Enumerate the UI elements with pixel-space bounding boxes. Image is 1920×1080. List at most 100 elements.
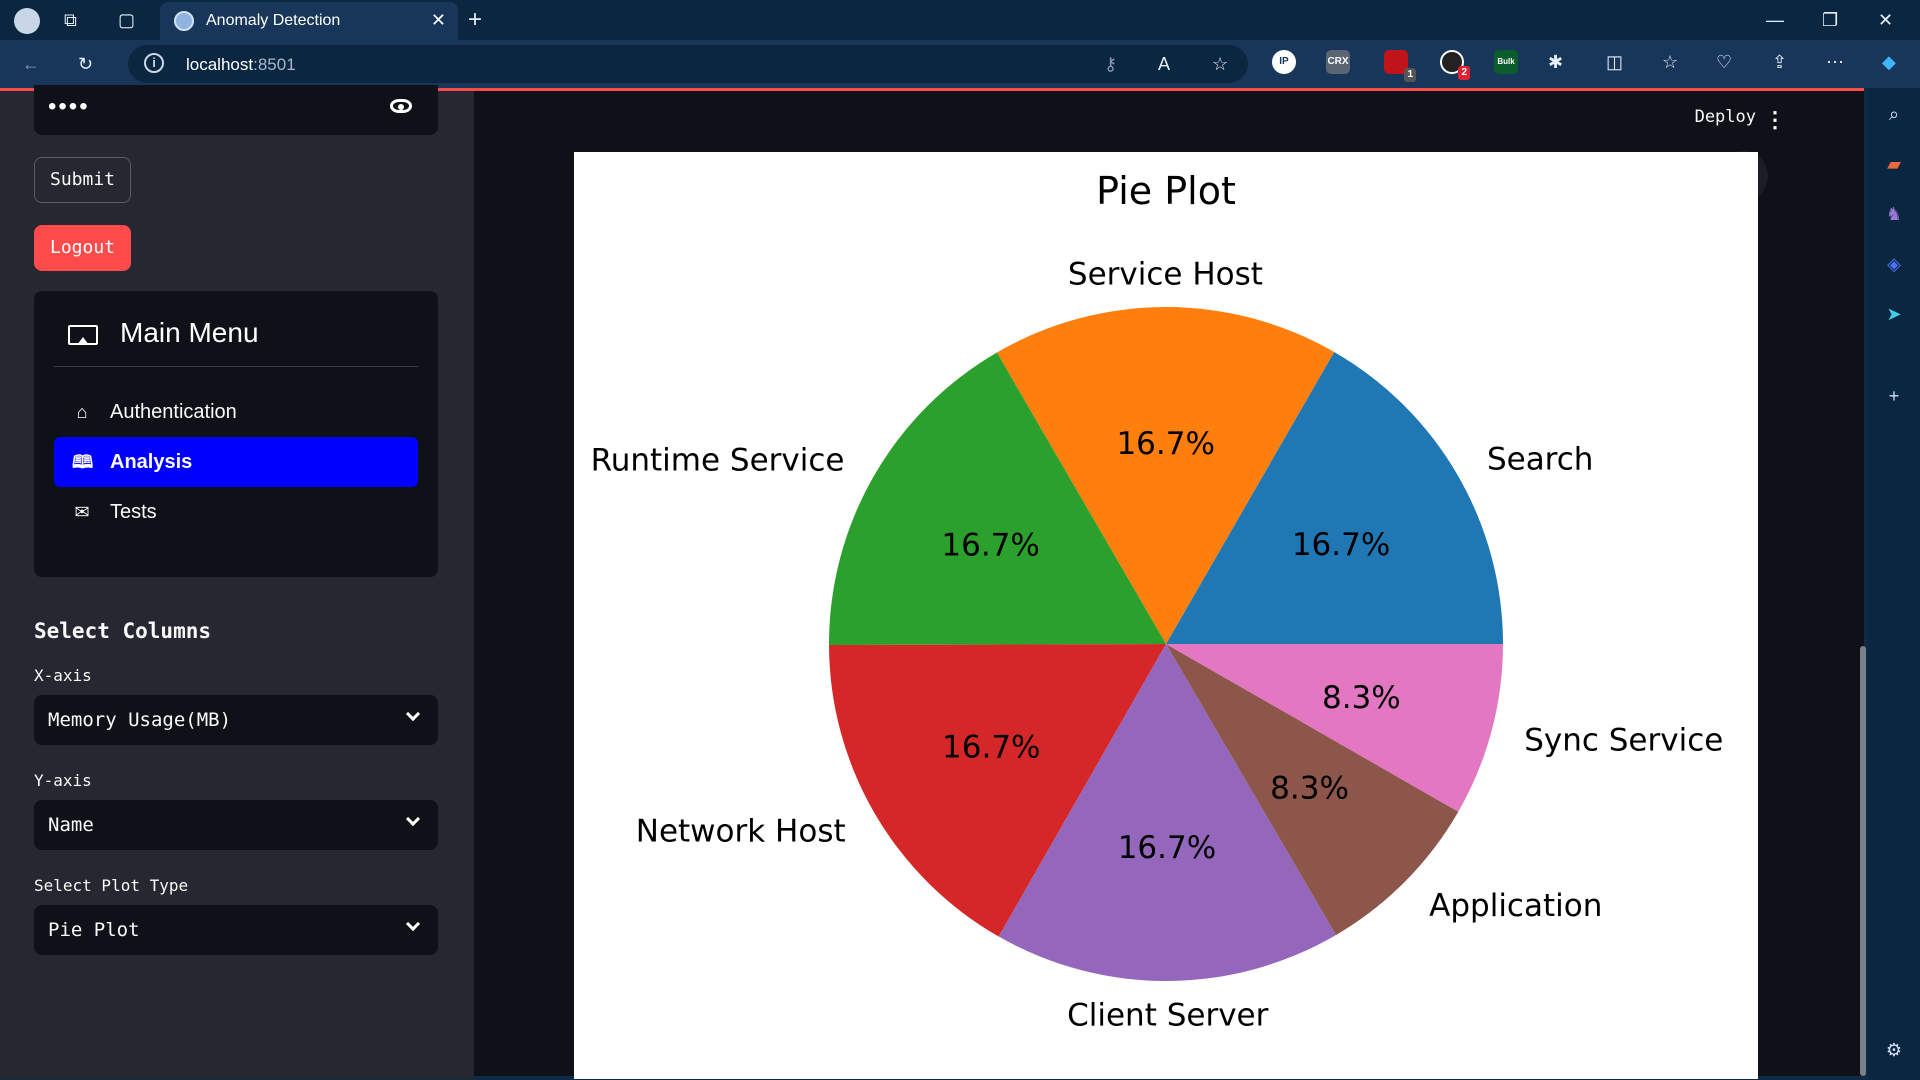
menu-item-label: Authentication bbox=[110, 401, 237, 423]
page-scrollbar[interactable] bbox=[1860, 646, 1866, 1076]
search-icon[interactable]: ⌕ bbox=[1888, 104, 1900, 124]
ip-extension-icon[interactable]: IP bbox=[1272, 50, 1296, 74]
plot-type-value: Pie Plot bbox=[48, 919, 140, 941]
pie-category-label: Network Host bbox=[636, 814, 846, 850]
new-tab-icon[interactable]: + bbox=[468, 6, 483, 33]
pie-slice-service-host bbox=[996, 307, 1335, 644]
envelope-icon: ✉ bbox=[74, 502, 90, 522]
password-mask: •••• bbox=[48, 93, 90, 120]
pie-pct-label: 16.7% bbox=[1116, 426, 1214, 462]
deploy-button[interactable]: Deploy bbox=[1694, 107, 1756, 127]
chevron-down-icon bbox=[405, 706, 421, 722]
extension-2-icon[interactable]: 2 bbox=[1440, 50, 1470, 80]
tab-title: Anomaly Detection bbox=[206, 12, 341, 29]
workspaces-icon[interactable]: ⧉ bbox=[64, 10, 77, 30]
pie-category-label: Search bbox=[1487, 441, 1594, 477]
plot-type-select[interactable]: Pie Plot bbox=[34, 905, 438, 955]
key-icon[interactable]: ⚷ bbox=[1104, 54, 1118, 74]
y-axis-select[interactable]: Name bbox=[34, 800, 438, 850]
profile-avatar-icon[interactable] bbox=[14, 8, 40, 34]
copilot-icon[interactable]: ◆ bbox=[1882, 52, 1896, 72]
chart-title: Pie Plot bbox=[1096, 169, 1236, 213]
pie-pct-label: 16.7% bbox=[941, 527, 1039, 563]
submit-button[interactable]: Submit bbox=[34, 157, 132, 203]
read-aloud-icon[interactable]: A bbox=[1158, 54, 1171, 74]
menu-item-label: Analysis bbox=[110, 451, 193, 473]
pie-slice-network-host bbox=[829, 644, 1166, 937]
pie-slice-application bbox=[1166, 644, 1459, 935]
edge-sidebar: ⌕ ▰ ♞ ◈ ➤ + ⚙ bbox=[1868, 88, 1920, 1080]
menu-title: Main Menu bbox=[120, 317, 259, 348]
ublock-extension-icon[interactable]: 1 bbox=[1384, 50, 1416, 82]
close-window-icon[interactable]: ✕ bbox=[1878, 10, 1894, 30]
pie-category-label: Client Server bbox=[1067, 998, 1269, 1034]
tab-actions-icon[interactable]: ▢ bbox=[118, 10, 136, 30]
select-columns-heading: Select Columns bbox=[34, 619, 212, 643]
pie-category-label: Service Host bbox=[1068, 256, 1263, 292]
bulk-send-extension-icon[interactable]: Bulk bbox=[1494, 50, 1518, 74]
pie-slice-runtime-service bbox=[829, 352, 1166, 646]
extensions-puzzle-icon[interactable]: ✱ bbox=[1548, 52, 1564, 72]
pie-pct-label: 16.7% bbox=[942, 730, 1040, 766]
x-axis-value: Memory Usage(MB) bbox=[48, 709, 232, 731]
x-axis-label: X-axis bbox=[34, 666, 92, 685]
pie-slice-client-server bbox=[998, 644, 1337, 981]
site-info-icon[interactable]: i bbox=[144, 53, 164, 73]
split-screen-icon[interactable]: ◫ bbox=[1606, 52, 1624, 72]
close-tab-icon[interactable]: ✕ bbox=[430, 10, 446, 30]
main-menu-kebab-icon[interactable]: ⋮ bbox=[1764, 107, 1786, 132]
extension-2-badge: 2 bbox=[1458, 66, 1470, 80]
pie-category-label: Sync Service bbox=[1524, 722, 1723, 758]
main-content: Deploy ⋮ ⤢ Pie Plot 16.7%Search16.7%Serv… bbox=[474, 91, 1864, 1079]
add-sidebar-app-icon[interactable]: + bbox=[1888, 386, 1900, 406]
favorite-star-icon[interactable]: ☆ bbox=[1212, 54, 1229, 74]
password-field[interactable]: •••• bbox=[34, 85, 438, 135]
browser-address-bar: ← ↻ i localhost:8501 ⚷ A ☆ IP CRX 1 2 Bu… bbox=[0, 40, 1920, 88]
robot-favicon-icon bbox=[174, 11, 194, 31]
pie-pct-label: 16.7% bbox=[1292, 527, 1390, 563]
menu-item-analysis[interactable]: 🕮 Analysis bbox=[54, 437, 418, 487]
pie-category-label: Application bbox=[1429, 888, 1602, 924]
games-chess-icon[interactable]: ♞ bbox=[1885, 204, 1903, 224]
browser-tab-active[interactable]: Anomaly Detection ✕ bbox=[160, 2, 458, 40]
chevron-down-icon bbox=[405, 811, 421, 827]
display-icon bbox=[68, 325, 98, 345]
minimize-icon[interactable]: — bbox=[1766, 10, 1784, 30]
main-menu: Main Menu ⌂ Authentication 🕮 Analysis ✉ … bbox=[34, 291, 438, 577]
menu-item-tests[interactable]: ✉ Tests bbox=[54, 487, 418, 537]
show-password-eye-icon[interactable] bbox=[390, 99, 412, 113]
y-axis-label: Y-axis bbox=[34, 771, 92, 790]
favorites-icon[interactable]: ☆ bbox=[1662, 52, 1679, 72]
pie-slice-search bbox=[1166, 351, 1503, 644]
book-icon: 🕮 bbox=[72, 452, 94, 472]
chevron-down-icon bbox=[405, 916, 421, 932]
url-text: localhost:8501 bbox=[186, 55, 296, 74]
menu-item-label: Tests bbox=[110, 501, 157, 523]
restore-icon[interactable]: ❐ bbox=[1822, 10, 1839, 30]
sidebar-settings-icon[interactable]: ⚙ bbox=[1885, 1040, 1903, 1060]
x-axis-select[interactable]: Memory Usage(MB) bbox=[34, 695, 438, 745]
logout-button[interactable]: Logout bbox=[34, 225, 132, 271]
url-field[interactable]: i localhost:8501 ⚷ A ☆ bbox=[128, 45, 1248, 83]
pie-slice-sync-service bbox=[1166, 644, 1503, 812]
menu-divider bbox=[54, 366, 418, 367]
pie-pct-label: 8.3% bbox=[1270, 770, 1349, 806]
crx-extension-icon[interactable]: CRX bbox=[1326, 50, 1350, 74]
streamlit-app: •••• Submit Logout Main Menu ⌂ Authentic… bbox=[0, 85, 1866, 1079]
pie-pct-label: 8.3% bbox=[1322, 680, 1401, 716]
office-icon[interactable]: ◈ bbox=[1887, 254, 1901, 274]
more-menu-icon[interactable]: ⋯ bbox=[1826, 52, 1844, 72]
tools-briefcase-icon[interactable]: ▰ bbox=[1887, 154, 1901, 174]
browser-tab-bar: ⧉ ▢ Anomaly Detection ✕ + — ❐ ✕ bbox=[0, 0, 1920, 40]
share-icon[interactable]: ⇪ bbox=[1772, 52, 1788, 72]
browser-essentials-icon[interactable]: ♡ bbox=[1716, 52, 1733, 72]
y-axis-value: Name bbox=[48, 814, 94, 836]
back-icon[interactable]: ← bbox=[22, 54, 40, 74]
menu-item-authentication[interactable]: ⌂ Authentication bbox=[54, 387, 418, 437]
send-icon[interactable]: ➤ bbox=[1886, 304, 1902, 324]
app-sidebar: •••• Submit Logout Main Menu ⌂ Authentic… bbox=[0, 85, 474, 1079]
pie-category-label: Runtime Service bbox=[591, 442, 845, 478]
ublock-badge: 1 bbox=[1404, 68, 1416, 82]
reload-icon[interactable]: ↻ bbox=[78, 54, 94, 74]
plot-type-label: Select Plot Type bbox=[34, 876, 189, 895]
